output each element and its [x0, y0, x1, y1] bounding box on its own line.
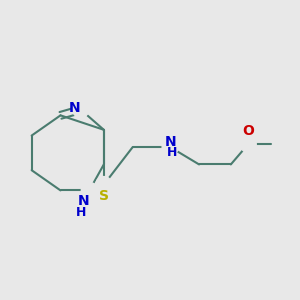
Text: O: O	[242, 124, 254, 138]
Circle shape	[240, 136, 256, 152]
Circle shape	[81, 182, 98, 199]
Text: N: N	[78, 194, 89, 208]
Text: H: H	[76, 206, 86, 219]
Text: N: N	[69, 101, 81, 115]
Text: S: S	[99, 189, 109, 203]
Circle shape	[73, 101, 89, 118]
Circle shape	[162, 139, 178, 155]
Text: H: H	[167, 146, 177, 158]
Text: N: N	[164, 135, 176, 149]
Circle shape	[96, 177, 112, 193]
